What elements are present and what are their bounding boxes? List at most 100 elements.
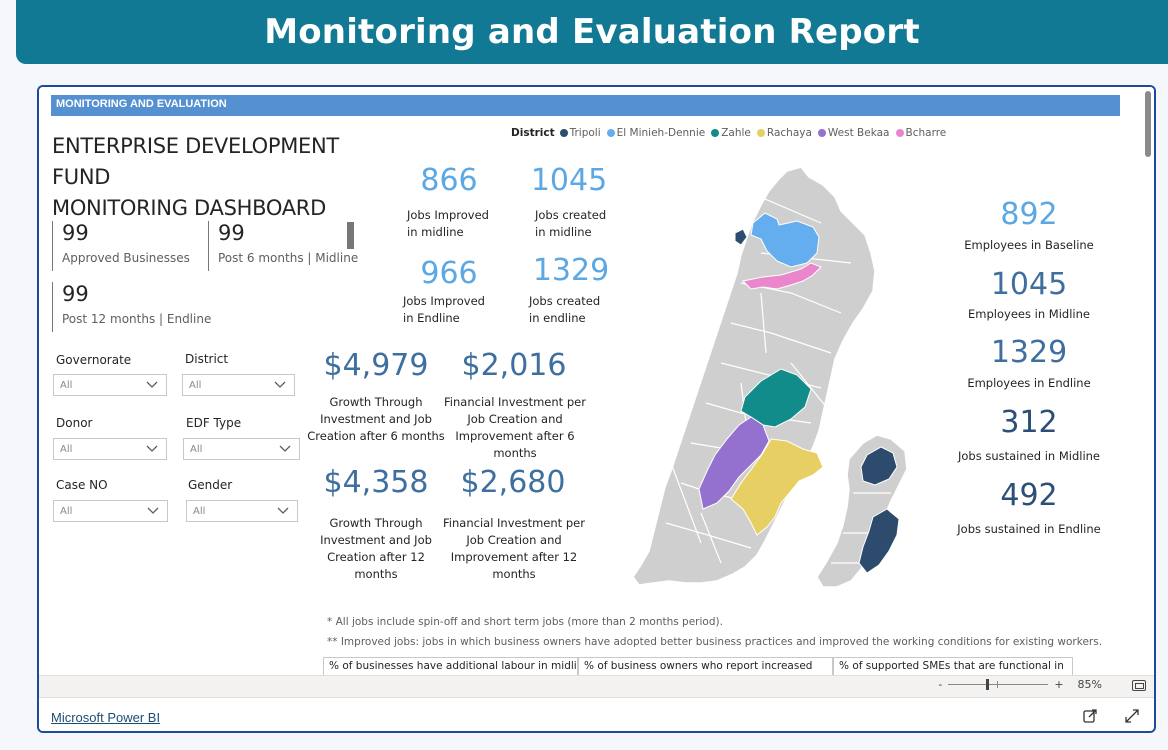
vertical-scrollbar[interactable]: [1142, 87, 1152, 675]
chevron-down-icon: [276, 503, 290, 517]
zoom-in-button[interactable]: +: [1054, 678, 1064, 691]
report-canvas: MONITORING AND EVALUATION ENTERPRISE DEV…: [39, 87, 1154, 675]
jobs-sustained-midline-value: 312: [1000, 405, 1058, 440]
legend-dot: [559, 129, 568, 137]
map-legend: District Tripoli El Minieh-Dennie Zahle …: [511, 127, 952, 139]
legend-dot: [895, 129, 904, 137]
chevron-down-icon: [145, 377, 159, 391]
fit-to-page-icon[interactable]: [1132, 680, 1146, 691]
map-district-tripoli: [734, 228, 748, 246]
card-label: Post 6 months | Midline: [218, 251, 359, 265]
lebanon-district-map[interactable]: [591, 163, 931, 593]
powerbi-embed-frame: MONITORING AND EVALUATION ENTERPRISE DEV…: [37, 85, 1156, 733]
endline-card: 99 Post 12 months | Endline: [52, 282, 211, 332]
share-icon[interactable]: [1082, 708, 1098, 724]
label-line: Investment and Job: [320, 533, 432, 547]
jobs-created-endline-value: 1329: [532, 253, 610, 288]
zoom-slider[interactable]: [948, 679, 1049, 690]
banner-title: Monitoring and Evaluation Report: [264, 12, 920, 52]
section-header: MONITORING AND EVALUATION: [51, 95, 1120, 116]
table-header-cell: % of business owners who report increase…: [578, 657, 833, 675]
legend-dot: [711, 129, 720, 137]
label-line: Growth Through: [329, 395, 423, 409]
slicer-value: All: [60, 380, 73, 391]
slicer-value: All: [60, 506, 73, 517]
gender-label: Gender: [188, 478, 233, 492]
label-line: Financial Investment per: [444, 395, 586, 409]
label-line: Job Creation and: [467, 412, 563, 426]
dashboard-title: ENTERPRISE DEVELOPMENT FUND MONITORING D…: [52, 131, 402, 224]
zoom-slider-thumb[interactable]: [986, 679, 990, 690]
chevron-down-icon: [273, 377, 287, 391]
label-line: Job Creation and: [466, 533, 562, 547]
jobs-improved-midline-label: Jobs Improved in midline: [407, 207, 489, 241]
employees-baseline-label: Employees in Baseline: [964, 238, 1094, 252]
label-line: Growth Through: [329, 516, 423, 530]
edf-type-slicer[interactable]: All: [183, 438, 300, 460]
growth-12-months-label: Growth Through Investment and Job Creati…: [304, 515, 448, 583]
map-district-rachaya: [730, 438, 824, 536]
label-line: Financial Investment per: [443, 516, 585, 530]
card-value: 99: [218, 221, 245, 245]
label-line: Improvement after 6: [455, 429, 575, 443]
employees-baseline-value: 892: [1000, 197, 1058, 232]
growth-6-months-value: $4,979: [323, 348, 429, 383]
district-slicer[interactable]: All: [182, 374, 295, 396]
employees-midline-label: Employees in Midline: [968, 307, 1090, 321]
dashboard-title-line1: ENTERPRISE DEVELOPMENT FUND: [52, 134, 339, 189]
chevron-down-icon: [145, 441, 159, 455]
employees-midline-value: 1045: [990, 267, 1068, 302]
financial-investment-12-label: Financial Investment per Job Creation an…: [443, 515, 585, 583]
label-line: months: [493, 446, 537, 460]
slicer-value: All: [190, 444, 203, 455]
report-toolbar: - + 85%: [39, 675, 1154, 697]
slicer-value: All: [193, 506, 206, 517]
gender-slicer[interactable]: All: [186, 500, 298, 522]
label-line: in Endline: [403, 311, 460, 325]
legend-item-el-minieh-dennie[interactable]: El Minieh-Dennie: [606, 127, 705, 139]
card-label: Approved Businesses: [62, 251, 190, 265]
chevron-down-icon: [278, 441, 292, 455]
label-line: Investment and Job: [320, 412, 432, 426]
legend-label: West Bekaa: [827, 127, 890, 139]
zoom-out-button[interactable]: -: [938, 678, 943, 691]
label-line: Jobs created: [529, 294, 601, 308]
edf-type-label: EDF Type: [186, 416, 242, 430]
jobs-created-midline-value: 1045: [530, 163, 608, 198]
label-line: months: [492, 567, 536, 581]
jobs-created-midline-label: Jobs created in midline: [535, 207, 606, 241]
legend-item-rachaya[interactable]: Rachaya: [756, 127, 812, 139]
dashboard-title-line2: MONITORING DASHBOARD: [52, 196, 326, 220]
legend-item-bcharre[interactable]: Bcharre: [895, 127, 947, 139]
map-district-west-bekaa: [698, 416, 770, 510]
embed-footer: Microsoft Power BI: [39, 697, 1154, 731]
map-district-dark-2: [858, 508, 900, 574]
legend-label: Bcharre: [905, 127, 947, 139]
label-line: Jobs Improved: [407, 208, 489, 222]
financial-investment-6-label: Financial Investment per Job Creation an…: [444, 394, 586, 462]
donor-slicer[interactable]: All: [53, 438, 167, 460]
report-banner: Monitoring and Evaluation Report: [16, 0, 1168, 64]
legend-item-zahle[interactable]: Zahle: [711, 127, 751, 139]
legend-item-west-bekaa[interactable]: West Bekaa: [817, 127, 890, 139]
growth-6-months-label: Growth Through Investment and Job Creati…: [306, 394, 446, 445]
card-value: 99: [62, 282, 89, 306]
microsoft-power-bi-link[interactable]: Microsoft Power BI: [51, 710, 161, 725]
governorate-slicer[interactable]: All: [53, 374, 167, 396]
case-no-slicer[interactable]: All: [53, 500, 168, 522]
district-label: District: [185, 352, 229, 366]
legend-item-tripoli[interactable]: Tripoli: [559, 127, 601, 139]
label-line: Jobs created: [535, 208, 607, 222]
map-district-dark-1: [860, 446, 898, 486]
map-district-bcharre: [741, 262, 822, 290]
case-no-label: Case NO: [56, 478, 108, 492]
jobs-improved-endline-label: Jobs Improved in Endline: [403, 293, 485, 327]
scrollbar-thumb[interactable]: [1145, 91, 1151, 157]
fullscreen-expand-icon[interactable]: [1124, 708, 1140, 724]
midline-card: 99 Post 6 months | Midline: [208, 221, 358, 271]
financial-investment-6-value: $2,016: [461, 348, 567, 383]
zoom-level: 85%: [1077, 678, 1102, 691]
zoom-slider-tick: [997, 681, 999, 688]
slicer-value: All: [60, 444, 73, 455]
card-scroll-indicator: [347, 222, 354, 249]
